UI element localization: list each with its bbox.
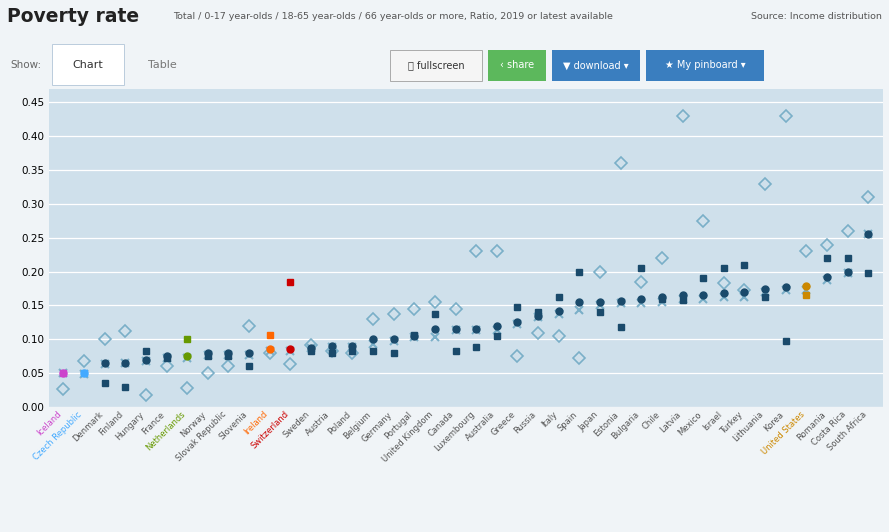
Text: Total / 0-17 year-olds / 18-65 year-olds / 66 year-olds or more, Ratio, 2019 or : Total / 0-17 year-olds / 18-65 year-olds… [173,12,613,21]
Text: ⛶ fullscreen: ⛶ fullscreen [408,61,464,70]
Text: Poverty rate: Poverty rate [7,7,140,26]
Text: ▼ download ▾: ▼ download ▾ [564,61,629,70]
Bar [52,44,124,85]
Text: Source: Income distribution: Source: Income distribution [751,12,882,21]
Bar [552,49,640,81]
Bar [646,49,764,81]
Text: ★ My pinboard ▾: ★ My pinboard ▾ [665,61,745,70]
Bar [390,49,482,81]
Text: Table: Table [148,61,176,70]
Bar [488,49,546,81]
Text: ‹ share: ‹ share [500,61,534,70]
Text: Show:: Show: [10,61,41,70]
Text: Chart: Chart [73,61,103,70]
